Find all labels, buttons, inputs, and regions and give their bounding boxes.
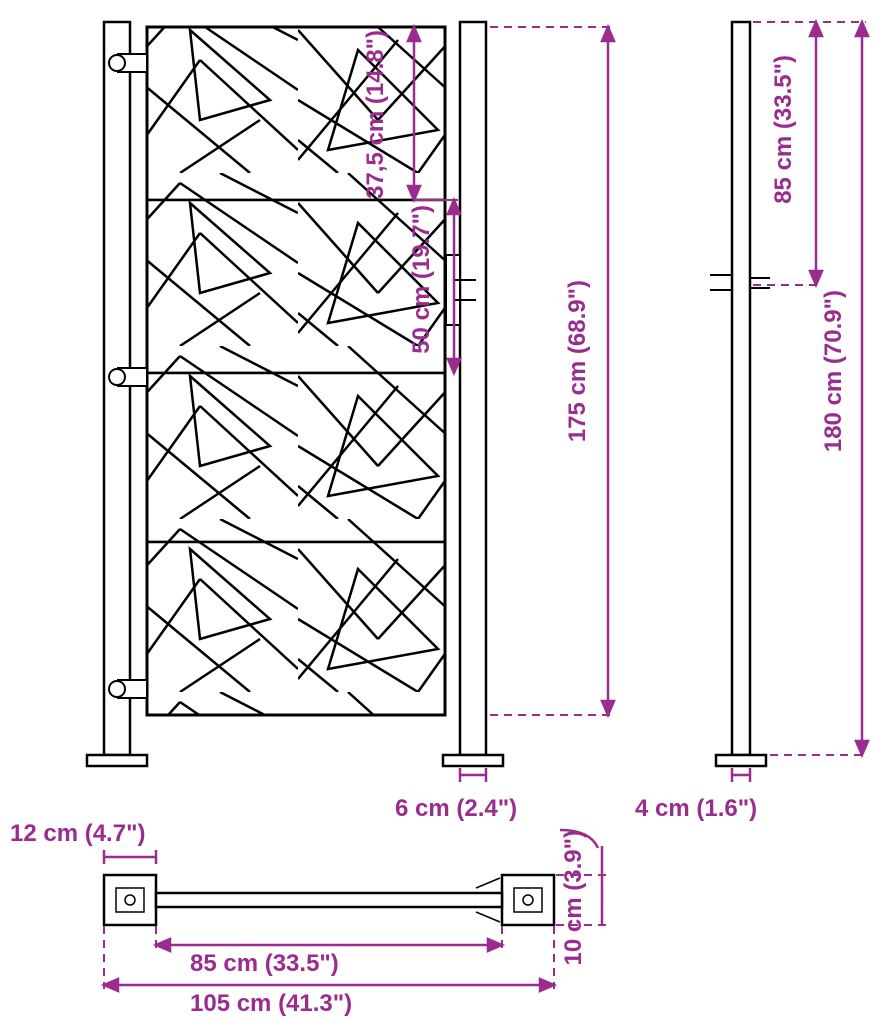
dim-175: 175 cm (68.9") — [564, 280, 592, 442]
gate-front-view — [87, 22, 503, 766]
top-bar — [156, 893, 502, 907]
right-post-foot — [443, 755, 503, 766]
dim-12: 12 cm (4.7") — [10, 820, 145, 848]
side-post-foot — [716, 755, 766, 766]
left-post — [104, 22, 130, 755]
left-post-foot — [87, 755, 147, 766]
side-post — [732, 22, 750, 755]
top-view — [104, 875, 554, 925]
dim-6: 6 cm (2.4") — [395, 795, 517, 823]
dim-10: 10 cm (3.9") — [560, 830, 588, 965]
panel-1 — [147, 27, 445, 200]
dim-105: 105 cm (41.3") — [190, 990, 352, 1018]
dim-37-5: 37,5 cm (14.8") — [362, 30, 390, 199]
panel-3 — [147, 373, 445, 542]
panel-4 — [147, 542, 445, 715]
diagram-canvas — [0, 0, 877, 1020]
post-side-view — [710, 22, 770, 766]
dim-50: 50 cm (19.7") — [408, 205, 436, 354]
dim-4: 4 cm (1.6") — [635, 795, 757, 823]
dim-180: 180 cm (70.9") — [820, 290, 848, 452]
dim-85v: 85 cm (33.5") — [770, 55, 798, 204]
dim-85h: 85 cm (33.5") — [190, 950, 339, 978]
right-post — [460, 22, 486, 755]
panel-2 — [147, 200, 445, 373]
